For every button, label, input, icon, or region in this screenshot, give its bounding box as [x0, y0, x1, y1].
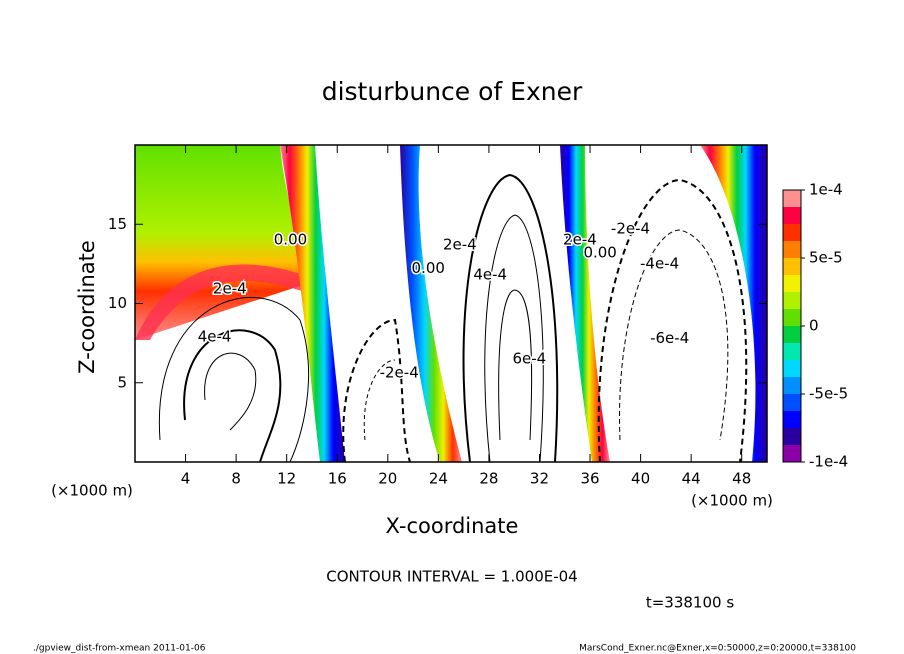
- colorbar-band: [783, 428, 801, 445]
- x-tick-label: 24: [429, 470, 448, 488]
- contour-label: 2e-4: [443, 235, 477, 253]
- contour-interval: CONTOUR INTERVAL = 1.000E-04: [326, 568, 577, 586]
- y-tick-label: 10: [108, 294, 127, 312]
- colorbar-band: [783, 275, 801, 292]
- x-tick-label: 48: [732, 470, 751, 488]
- colorbar-band: [783, 190, 801, 207]
- x-tick-label: 20: [378, 470, 397, 488]
- colorbar-band: [783, 258, 801, 275]
- x-axis-label: X-coordinate: [386, 514, 519, 538]
- x-tick-label: 8: [231, 470, 241, 488]
- x-unit-left: (×1000 m): [51, 482, 133, 500]
- contour-label: 0.00: [274, 231, 307, 249]
- colorbar-band: [783, 411, 801, 428]
- colorbar-band: [783, 360, 801, 377]
- x-unit-right: (×1000 m): [691, 492, 773, 510]
- chart-title: disturbunce of Exner: [322, 77, 583, 106]
- contour-label: 0.00: [583, 243, 616, 261]
- footer-left: ./gpview_dist-from-xmean 2011-01-06: [33, 644, 206, 654]
- x-tick-label: 44: [682, 470, 701, 488]
- colorbar-band: [783, 224, 801, 241]
- contour-label: 4e-4: [198, 327, 232, 345]
- contour-label: 4e-4: [473, 265, 507, 283]
- x-tick-label: 32: [530, 470, 549, 488]
- colorbar-tick-label: 0: [809, 317, 819, 335]
- y-axis-label: Z-coordinate: [75, 240, 99, 374]
- contour-label: 6e-4: [513, 349, 547, 367]
- colorbar-band: [783, 241, 801, 258]
- colorbar-band: [783, 377, 801, 394]
- contour-label: -6e-4: [650, 329, 689, 347]
- y-tick-label: 15: [108, 215, 127, 233]
- colorbar-band: [783, 207, 801, 224]
- contour-label: -4e-4: [640, 254, 679, 272]
- contour-label: 0.00: [412, 259, 445, 277]
- colorbar-band: [783, 394, 801, 411]
- x-tick-label: 40: [631, 470, 650, 488]
- y-tick-label: 5: [117, 373, 127, 391]
- colorbar-band: [783, 292, 801, 309]
- colorbar-band: [783, 309, 801, 326]
- contour-label: -2e-4: [380, 364, 419, 382]
- colorbar-tick-label: -5e-5: [809, 385, 848, 403]
- contour-lines: [158, 173, 748, 463]
- colorbar-tick-label: 1e-4: [809, 181, 843, 199]
- x-tick-label: 28: [479, 470, 498, 488]
- colorbar-tick-label: -1e-4: [809, 453, 848, 471]
- contour-label: 2e-4: [213, 280, 247, 298]
- colorbar-band: [783, 343, 801, 360]
- x-tick-label: 16: [328, 470, 347, 488]
- colorbar-band: [783, 326, 801, 343]
- footer-right: MarsCond_Exner.nc@Exner,x=0:50000,z=0:20…: [579, 644, 856, 654]
- x-tick-label: 36: [580, 470, 599, 488]
- field: [135, 145, 767, 462]
- x-tick-label: 12: [277, 470, 296, 488]
- contour-label: 2e-4: [563, 231, 597, 249]
- time-label: t=338100 s: [646, 594, 734, 612]
- colorbar-tick-label: 5e-5: [809, 249, 843, 267]
- contour-label: -2e-4: [611, 220, 650, 238]
- x-tick-label: 4: [181, 470, 191, 488]
- colorbar-band: [783, 445, 801, 462]
